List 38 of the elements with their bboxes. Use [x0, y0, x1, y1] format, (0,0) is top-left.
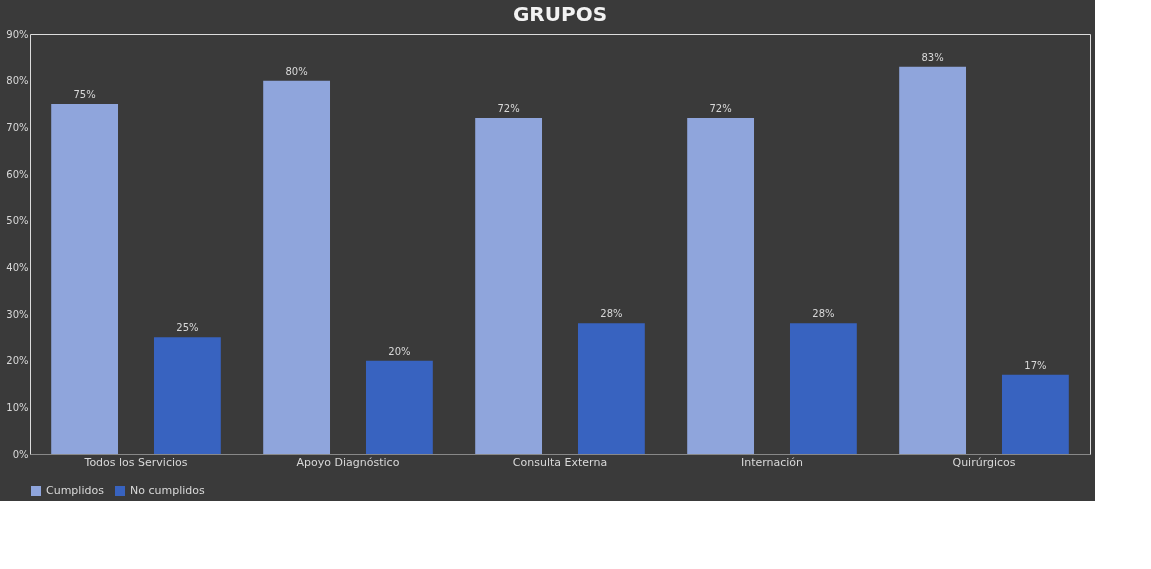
x-tick-label: Apoyo Diagnóstico — [296, 455, 400, 469]
bar — [51, 104, 119, 454]
y-tick-label: 70% — [6, 121, 29, 133]
y-tick-label: 40% — [6, 261, 29, 273]
x-tick-label: Quirúrgicos — [952, 455, 1016, 469]
x-tick-label: Internación — [740, 455, 804, 469]
data-label: 17% — [1024, 359, 1047, 371]
data-label: 28% — [812, 308, 835, 320]
x-tick-label: Todos los Servicios — [83, 455, 188, 469]
legend-label: Cumplidos — [46, 484, 105, 497]
data-label: 20% — [388, 345, 411, 357]
y-tick-label: 60% — [6, 168, 29, 180]
data-label: 28% — [600, 308, 623, 320]
bar — [789, 323, 857, 454]
bar — [475, 118, 543, 454]
data-label: 25% — [176, 322, 199, 334]
y-tick-label: 50% — [6, 215, 29, 227]
legend-label: No cumplidos — [130, 484, 205, 497]
data-label: 83% — [921, 51, 944, 63]
y-tick-label: 80% — [6, 75, 29, 87]
y-tick-label: 90% — [6, 28, 29, 40]
data-label: 72% — [709, 103, 732, 114]
data-label: 72% — [497, 103, 520, 114]
bar — [153, 337, 221, 454]
y-tick-label: 10% — [6, 401, 29, 413]
y-tick-label: 30% — [6, 308, 29, 320]
bar — [899, 66, 967, 454]
bar — [365, 360, 433, 454]
y-tick-label: 0% — [12, 448, 29, 460]
y-tick-label: 20% — [6, 355, 29, 367]
data-label: 80% — [285, 65, 308, 77]
x-tick-label: Consulta Externa — [512, 455, 608, 469]
data-label: 75% — [73, 89, 96, 100]
bar — [263, 80, 331, 454]
chart-title: GRUPOS — [512, 2, 608, 26]
bar — [577, 323, 645, 454]
bar — [1001, 374, 1069, 454]
bar — [687, 118, 755, 454]
